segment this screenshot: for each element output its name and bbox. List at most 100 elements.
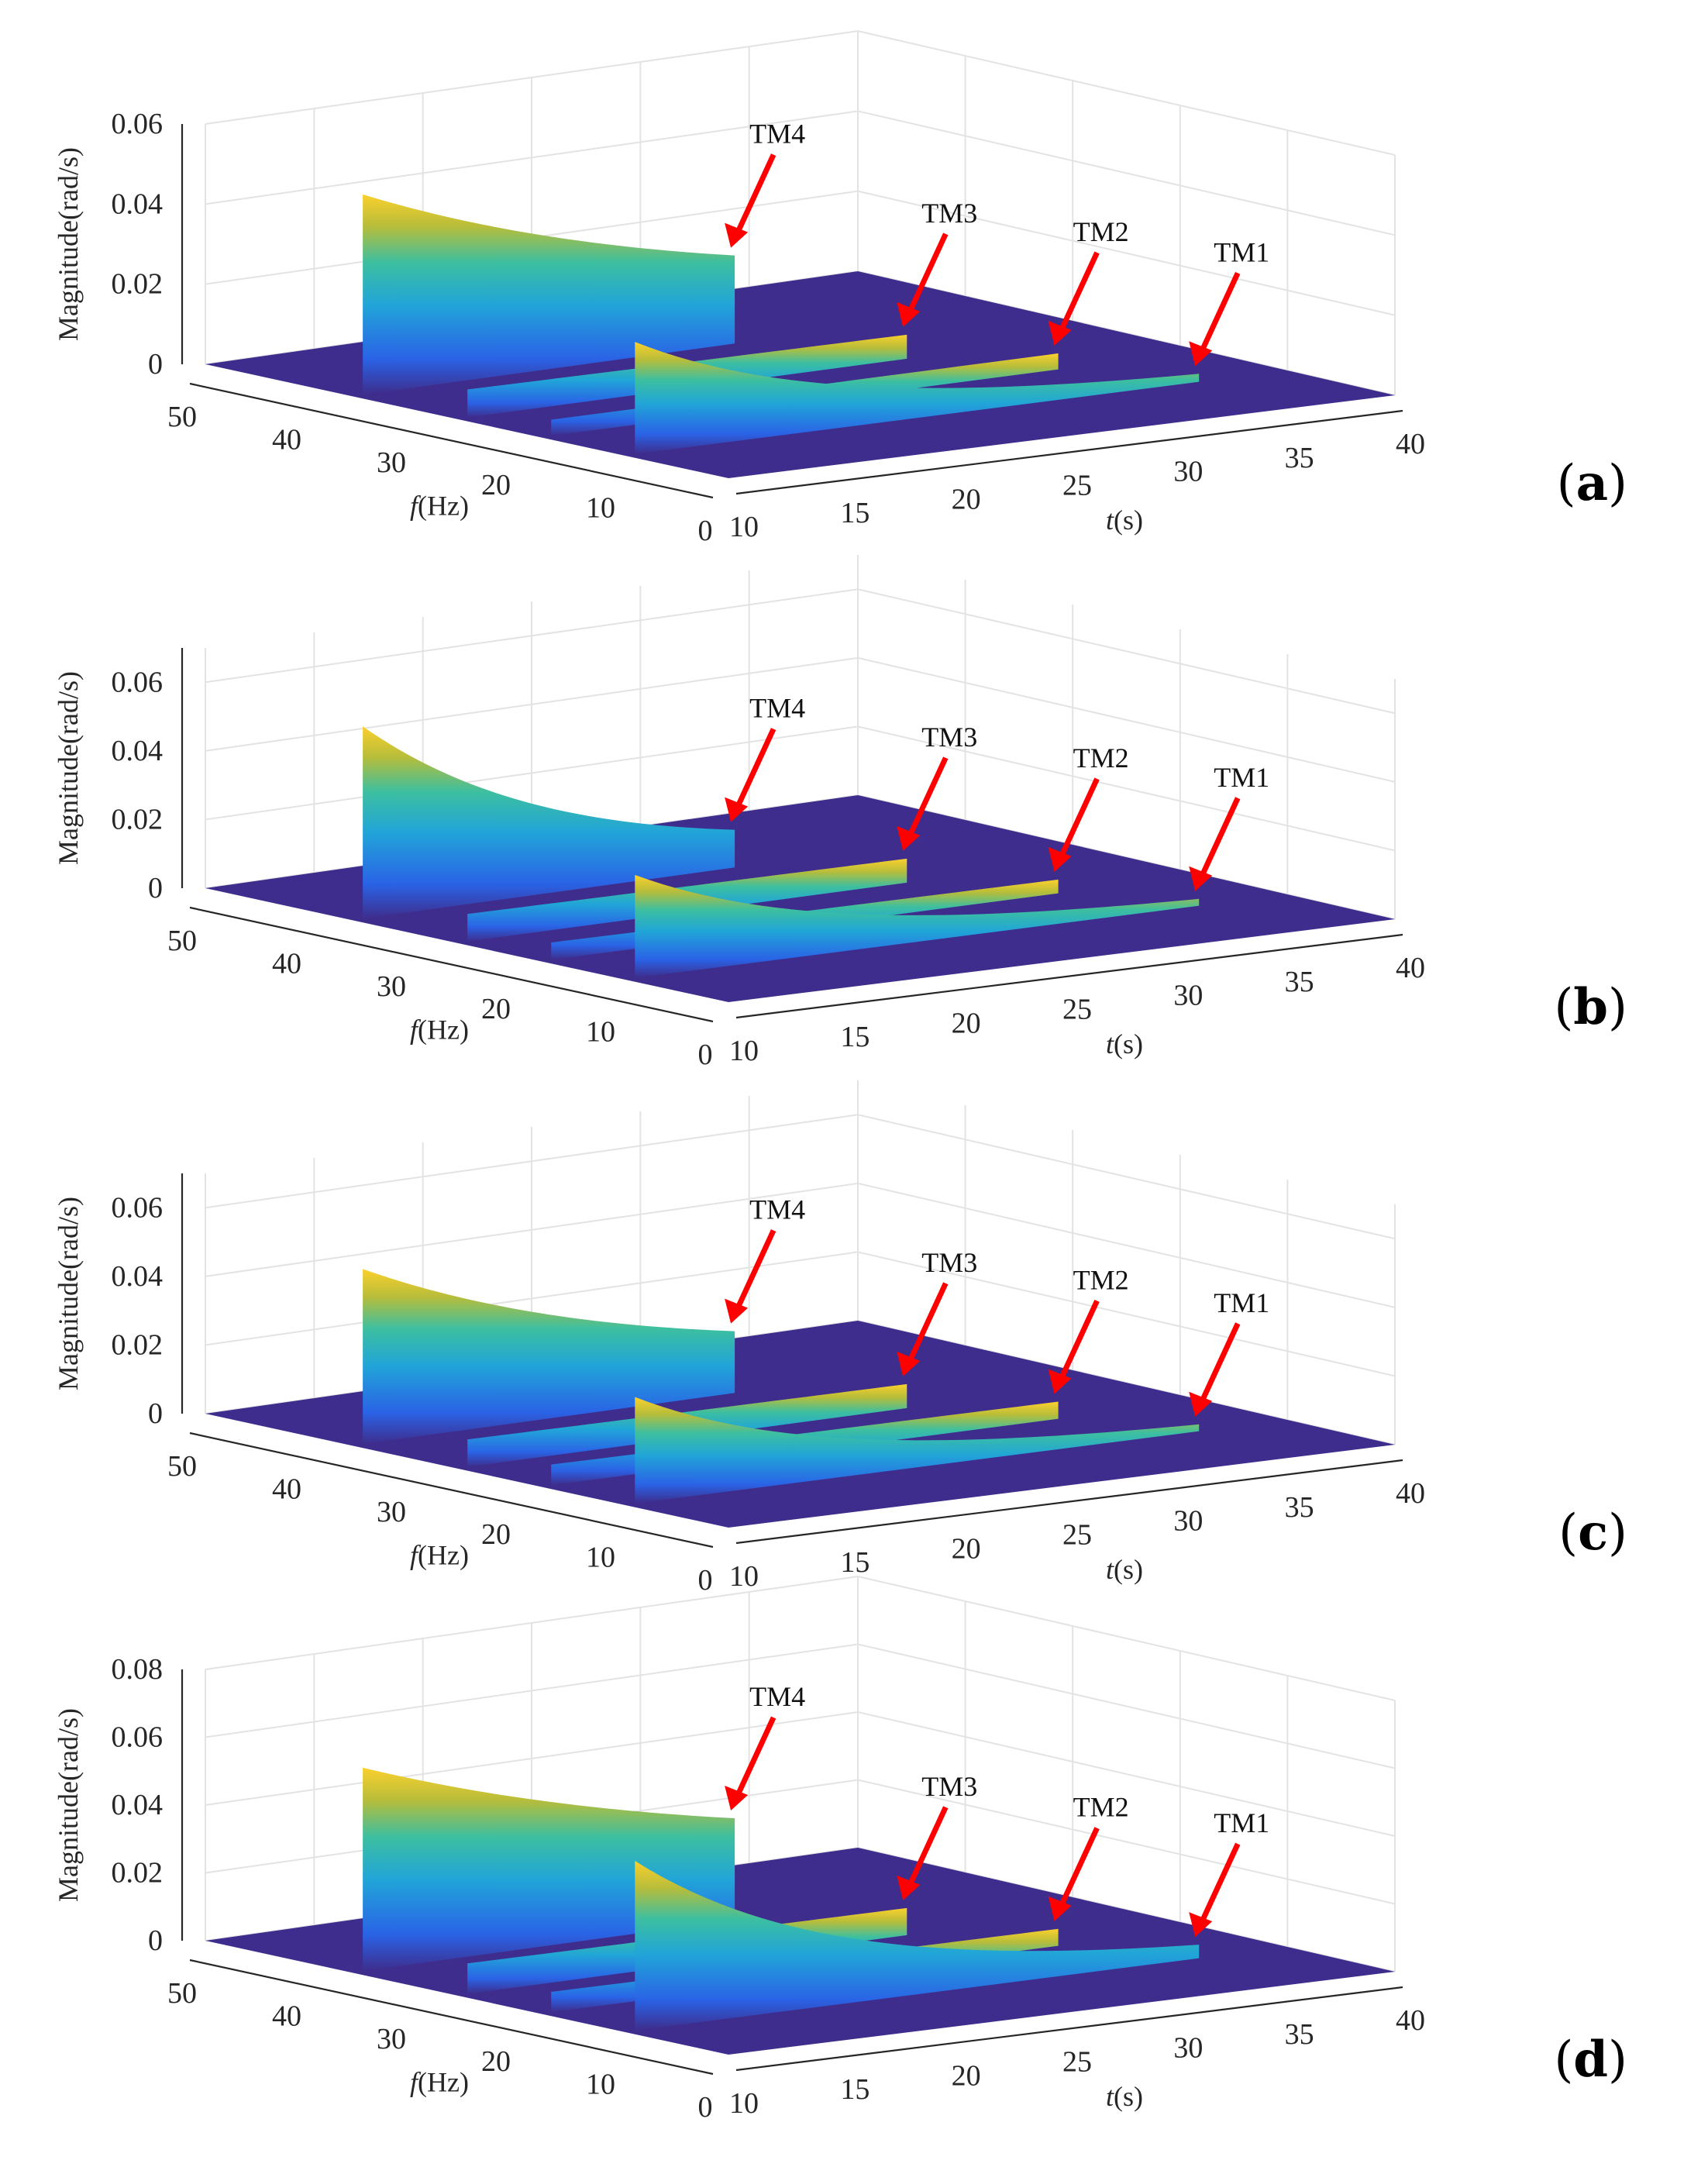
- annotation-tm4: TM4: [749, 693, 805, 724]
- panel-label: (d): [1554, 2031, 1627, 2089]
- annotation-tm2: TM2: [1073, 1792, 1129, 1823]
- t-tick-label: 20: [952, 483, 981, 515]
- arrow-head: [1189, 1912, 1213, 1938]
- f-axis-line: [189, 906, 714, 1023]
- grid-line: [205, 110, 1396, 236]
- arrow-head: [897, 301, 921, 327]
- f-tick-label: 30: [377, 1496, 406, 1528]
- t-tick-label: 35: [1285, 966, 1314, 998]
- f-tick-label: 10: [586, 2069, 615, 2101]
- f-tick-label: 20: [481, 993, 511, 1025]
- arrow-head: [897, 1351, 921, 1376]
- annotation-tm1: TM1: [1214, 236, 1269, 267]
- t-tick-label: 15: [840, 1546, 869, 1579]
- t-axis-line: [735, 409, 1403, 495]
- ridge-tm1: [635, 1861, 1200, 2031]
- t-axis-label: t(s): [1106, 2081, 1143, 2112]
- grid-line: [205, 1182, 1396, 1308]
- ridge-tm1: [635, 1397, 1200, 1504]
- arrow-head: [725, 1298, 749, 1324]
- panel-d: 0 0.02 0.04 0.06 0.08 0 10 20 30 40 50 10 15 20 25 30 35…: [53, 1575, 1627, 2124]
- t-tick-label: 40: [1396, 1477, 1425, 1510]
- t-tick-label: 25: [1062, 994, 1092, 1026]
- annotation-tm1: TM1: [1214, 1287, 1269, 1318]
- t-tick-label: 10: [729, 2087, 759, 2120]
- f-tick-label: 0: [698, 515, 713, 547]
- t-tick-label: 30: [1173, 456, 1203, 488]
- grid-line: [205, 29, 1396, 156]
- t-tick-label: 20: [952, 1532, 981, 1565]
- arrow-head: [725, 222, 749, 248]
- t-tick-label: 25: [1062, 1519, 1092, 1552]
- grid-line: [205, 1711, 1396, 1837]
- z-tick-label: 0.06: [112, 1191, 164, 1224]
- arrow-head: [1189, 1391, 1213, 1417]
- annotation-tm3: TM3: [921, 722, 977, 753]
- ridge-tm1: [635, 342, 1200, 454]
- annotation-tm3: TM3: [921, 1247, 977, 1278]
- f-tick-label: 10: [586, 492, 615, 525]
- panel-b: 0 0.02 0.04 0.06 0 10 20 30 40 50 10 15 20 25 30 35 40 Ma…: [53, 555, 1627, 1071]
- f-tick-label: 0: [698, 1039, 713, 1071]
- f-tick-label: 30: [377, 446, 406, 479]
- t-tick-label: 35: [1285, 442, 1314, 474]
- f-tick-label: 40: [272, 1473, 301, 1505]
- arrow-tm1: [1199, 271, 1241, 353]
- z-axis-label: Magnitude(rad/s): [53, 1708, 84, 1902]
- f-tick-label: 30: [377, 2023, 406, 2055]
- t-tick-label: 25: [1062, 2046, 1092, 2079]
- z-tick-label: 0.04: [112, 1260, 164, 1293]
- f-tick-label: 40: [272, 423, 301, 456]
- arrow-tm3: [907, 233, 949, 315]
- f-axis-line: [189, 1959, 714, 2076]
- z-tick-label: 0.04: [112, 1789, 164, 1821]
- f-tick-label: 20: [481, 1518, 511, 1551]
- z-tick-label: 0: [148, 1924, 163, 1957]
- arrow-tm2: [1058, 777, 1100, 860]
- t-tick-label: 25: [1062, 470, 1092, 502]
- arrow-tm4: [734, 1229, 777, 1311]
- arrow-tm3: [907, 1806, 949, 1888]
- f-axis-line: [189, 382, 714, 499]
- f-tick-label: 20: [481, 469, 511, 501]
- arrow-tm1: [1199, 1322, 1241, 1404]
- t-axis-label: t(s): [1106, 505, 1143, 536]
- annotation-tm1: TM1: [1214, 762, 1269, 793]
- z-tick-label: 0.06: [112, 108, 164, 140]
- t-tick-label: 40: [1396, 2004, 1425, 2037]
- f-axis-label: f(Hz): [410, 1015, 469, 1046]
- t-axis-label: t(s): [1106, 1028, 1143, 1059]
- f-axis-label: f(Hz): [410, 491, 469, 522]
- arrow-tm2: [1058, 251, 1100, 333]
- z-tick-label: 0.02: [112, 1857, 164, 1890]
- arrow-tm3: [907, 756, 949, 839]
- panel-label: (b): [1554, 978, 1627, 1036]
- arrow-tm2: [1058, 1299, 1100, 1381]
- annotation-tm3: TM3: [921, 1771, 977, 1802]
- z-tick-label: 0: [148, 872, 163, 904]
- grid-line: [205, 1575, 1396, 1701]
- f-axis-label: f(Hz): [410, 1540, 469, 1571]
- z-tick-label: 0: [148, 348, 163, 381]
- arrow-tm2: [1058, 1827, 1100, 1909]
- arrow-head: [1189, 866, 1213, 891]
- z-tick-label: 0: [148, 1397, 163, 1430]
- arrow-tm4: [734, 153, 777, 236]
- t-tick-label: 15: [840, 497, 869, 529]
- arrow-head: [1048, 1369, 1072, 1394]
- t-tick-label: 40: [1396, 428, 1425, 460]
- arrow-tm4: [734, 728, 777, 810]
- panel-c: 0 0.02 0.04 0.06 0 10 20 30 40 50 10 15 20 25 30 35 40 Ma…: [53, 1080, 1627, 1597]
- annotation-tm4: TM4: [749, 1681, 805, 1712]
- t-tick-label: 20: [952, 1007, 981, 1039]
- ridge-tm1: [635, 874, 1200, 978]
- f-tick-label: 10: [586, 1542, 615, 1574]
- f-tick-label: 40: [272, 947, 301, 980]
- annotation-tm2: TM2: [1073, 742, 1129, 773]
- annotation-tm4: TM4: [749, 119, 805, 150]
- t-axis-line: [735, 933, 1403, 1019]
- t-tick-label: 10: [729, 1035, 759, 1067]
- arrow-head: [1048, 1896, 1072, 1921]
- z-tick-label: 0.02: [112, 268, 164, 301]
